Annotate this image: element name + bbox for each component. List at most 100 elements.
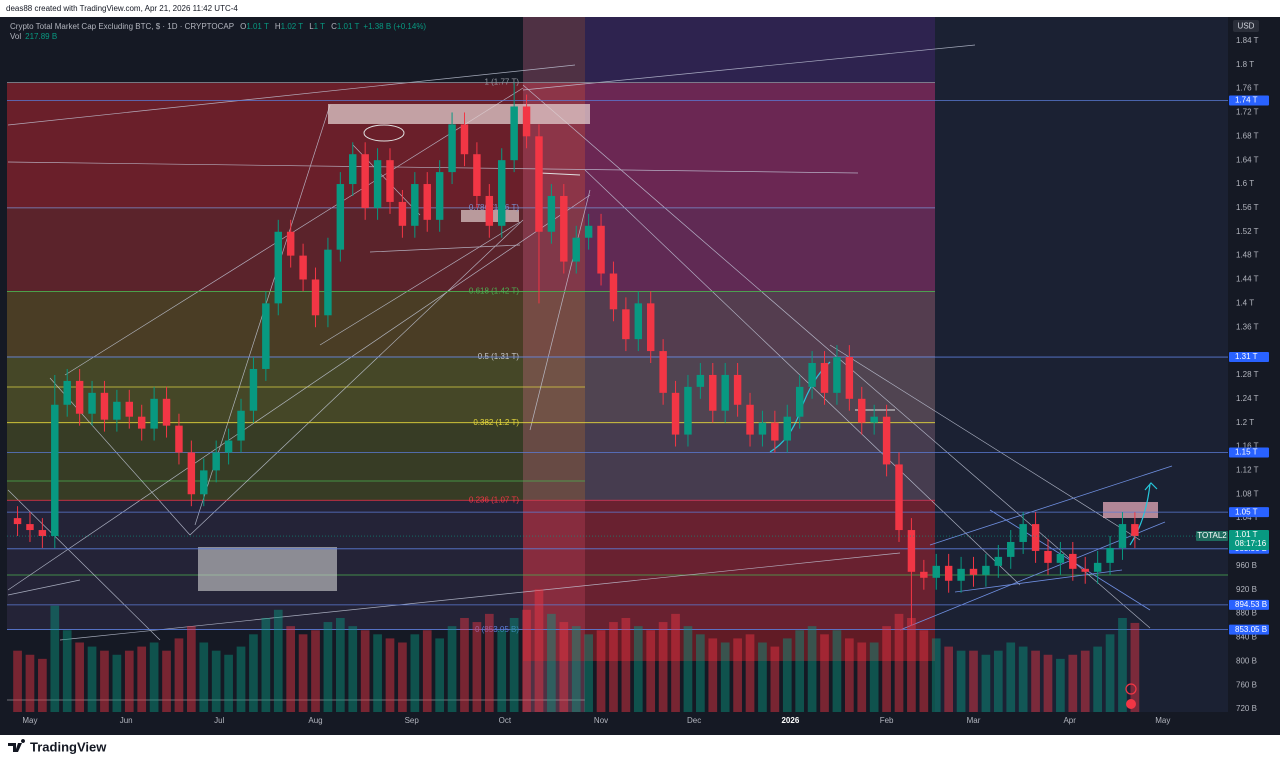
candle-body — [870, 416, 878, 423]
volume-bar — [87, 646, 97, 712]
last-price-countdown: 08:17:16 — [1235, 539, 1267, 548]
x-tick-label: Feb — [880, 716, 894, 725]
volume-bar — [845, 638, 854, 712]
candle-body — [299, 255, 307, 280]
axes: USD 1.84 T 1.8 T 1.76 T 1.72 T 1.68 T 1.64 T 1… — [0, 17, 1280, 735]
candle-body — [448, 124, 456, 173]
candle-body — [535, 136, 543, 232]
trend-line — [319, 221, 521, 346]
y-tick-label: 1.76 T — [1236, 84, 1259, 93]
volume-bar — [683, 626, 693, 712]
volume-bar — [162, 650, 171, 712]
candle-body — [274, 231, 282, 304]
trend-line — [49, 377, 191, 536]
drawings — [7, 17, 1228, 712]
candle-body — [13, 518, 22, 525]
volume-bar — [1018, 646, 1028, 712]
legend-value: 1 T — [314, 22, 326, 31]
volume-bar — [112, 654, 122, 712]
candle-body — [349, 154, 357, 185]
last-price-label: 1.01 T — [1235, 530, 1258, 539]
volume-bar — [187, 626, 196, 712]
legend-title: Crypto Total Market Cap Excluding BTC, $… — [10, 22, 234, 31]
price-line-label: 1.05 T — [1235, 507, 1258, 516]
volume-bar — [981, 654, 991, 712]
candle-body — [547, 195, 556, 232]
fib-zone — [7, 291, 935, 358]
candle-body — [771, 422, 779, 441]
candle-body — [895, 464, 903, 531]
candle-body — [162, 398, 171, 426]
brand-name: TradingView — [30, 739, 107, 754]
candle-body — [721, 374, 729, 411]
y-tick-label: 720 B — [1236, 704, 1257, 713]
candle-body — [473, 154, 481, 196]
candle-body — [572, 237, 580, 262]
legend-key: C — [331, 22, 337, 31]
candle-body — [957, 568, 965, 581]
volume-bar — [422, 630, 432, 712]
trend-line — [829, 344, 1141, 541]
candle-body — [262, 303, 270, 369]
volume-bar — [547, 613, 556, 712]
candle-body — [224, 440, 233, 453]
candle-body — [75, 380, 84, 414]
series: 1 (1.77 T) 0.786 (1.56 T) 0.618 (1.42 T) 0.… — [7, 78, 1228, 712]
volume-bar — [75, 642, 84, 712]
brand: TradingView — [8, 739, 107, 754]
y-tick-label: 1.12 T — [1236, 465, 1259, 474]
fib-label: 0.618 (1.42 T) — [469, 287, 519, 296]
volume-bar — [745, 634, 755, 712]
y-tick-label: 1.72 T — [1236, 108, 1259, 117]
brand-logo — [8, 739, 26, 752]
volume-bar — [596, 630, 606, 712]
x-tick-label: Nov — [594, 716, 608, 725]
volume-bar — [708, 638, 718, 712]
volume-bar — [410, 634, 420, 712]
volume-bar — [360, 630, 370, 712]
fib-zones — [7, 82, 935, 630]
candle-body — [88, 392, 96, 414]
fib-label: 0.236 (1.07 T) — [469, 495, 519, 504]
trend-line — [7, 194, 591, 591]
shade — [523, 501, 935, 661]
currency-box — [1233, 20, 1259, 32]
channel-line — [954, 569, 1123, 593]
volume-bar — [1043, 654, 1053, 712]
candle-body — [858, 398, 866, 423]
price-line-label: 894.53 B — [1235, 600, 1267, 609]
volume-bar — [1056, 658, 1065, 712]
x-tick-label: May — [1155, 716, 1170, 725]
volume-bar — [907, 617, 916, 712]
last-price-name: TOTAL2 — [1197, 531, 1227, 540]
price-line-label: 1.15 T — [1235, 448, 1258, 457]
legend-value: 1.02 T — [281, 22, 304, 31]
y-tick-label: 1.84 T — [1236, 36, 1259, 45]
trend-line — [7, 489, 161, 641]
candle-body — [982, 565, 990, 575]
price-axis — [1228, 17, 1280, 735]
volume-bar — [38, 658, 47, 712]
x-tick-label: Sep — [405, 716, 420, 725]
candle-body — [150, 398, 158, 429]
volume-legend: Vol 217.89 B — [10, 32, 57, 41]
candle-body — [113, 401, 121, 420]
trend-line — [7, 161, 859, 174]
candle-body — [1031, 524, 1040, 551]
y-tick-label: 1.24 T — [1236, 394, 1259, 403]
volume-bar — [671, 613, 680, 712]
candle-body — [100, 392, 109, 420]
candle-body — [510, 106, 518, 161]
volume-bar — [1068, 654, 1078, 712]
candle-body — [1044, 550, 1052, 563]
y-tick-label: 1.2 T — [1236, 418, 1254, 427]
volume-bar — [199, 642, 209, 712]
fib-label: 0.382 (1.2 T) — [473, 418, 519, 427]
candle-body — [1019, 524, 1027, 542]
candle-body — [994, 556, 1003, 566]
volume-bar — [348, 626, 358, 712]
fib-zone — [7, 82, 935, 208]
candle-body — [522, 106, 531, 137]
trend-line — [369, 244, 521, 253]
